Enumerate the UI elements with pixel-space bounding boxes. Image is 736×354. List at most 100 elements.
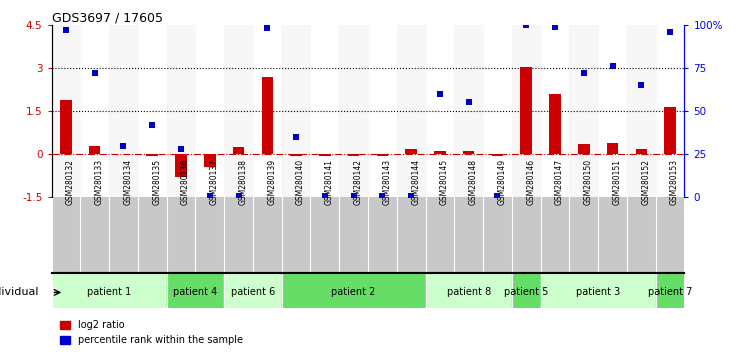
Text: patient 2: patient 2	[331, 287, 376, 297]
Text: GSM280136: GSM280136	[181, 159, 190, 205]
Bar	[282, 273, 425, 308]
Text: patient 3: patient 3	[576, 287, 620, 297]
Bar	[425, 25, 454, 198]
Bar	[339, 25, 368, 198]
Bar	[80, 25, 109, 198]
Text: GSM280135: GSM280135	[152, 159, 161, 205]
Point	[635, 82, 647, 88]
Bar	[166, 273, 224, 308]
Point	[60, 27, 72, 33]
Bar	[406, 149, 417, 154]
Bar	[377, 154, 388, 156]
Text: GSM280147: GSM280147	[555, 159, 564, 205]
Text: patient 6: patient 6	[231, 287, 275, 297]
Point	[578, 70, 590, 76]
Point	[290, 134, 302, 140]
Bar	[282, 25, 311, 198]
Bar	[89, 145, 100, 154]
Point	[549, 24, 561, 29]
Bar	[146, 154, 158, 156]
Bar	[627, 25, 656, 198]
Text: patient 4: patient 4	[173, 287, 218, 297]
Bar	[224, 25, 253, 198]
Text: GSM280138: GSM280138	[238, 159, 247, 205]
Point	[664, 29, 676, 35]
Bar	[512, 273, 541, 308]
Text: GSM280142: GSM280142	[353, 159, 363, 205]
Point	[434, 91, 446, 97]
Point	[175, 146, 187, 152]
Bar	[175, 154, 187, 177]
Legend: log2 ratio, percentile rank within the sample: log2 ratio, percentile rank within the s…	[57, 316, 247, 349]
Point	[146, 122, 158, 128]
Point	[204, 193, 216, 199]
Bar	[425, 273, 512, 308]
Bar	[541, 25, 570, 198]
Text: GSM280145: GSM280145	[440, 159, 449, 205]
Bar	[253, 25, 282, 198]
Text: GSM280134: GSM280134	[124, 159, 132, 205]
Bar	[52, 25, 80, 198]
Point	[606, 63, 618, 69]
Point	[520, 22, 532, 28]
Bar	[368, 25, 397, 198]
Text: GSM280153: GSM280153	[670, 159, 679, 205]
Bar	[492, 154, 503, 156]
Text: GSM280152: GSM280152	[641, 159, 651, 205]
Bar	[138, 25, 166, 198]
Bar	[512, 25, 541, 198]
Bar	[578, 144, 590, 154]
Text: GDS3697 / 17605: GDS3697 / 17605	[52, 12, 163, 25]
Text: patient 1: patient 1	[87, 287, 131, 297]
Point	[492, 193, 503, 199]
Text: patient 8: patient 8	[447, 287, 491, 297]
Bar	[52, 273, 166, 308]
Text: GSM280140: GSM280140	[296, 159, 305, 205]
Bar	[397, 25, 425, 198]
Text: patient 5: patient 5	[504, 287, 548, 297]
Bar	[541, 273, 656, 308]
Bar	[463, 151, 475, 154]
Text: GSM280137: GSM280137	[210, 159, 219, 205]
Point	[261, 25, 273, 31]
Bar	[109, 25, 138, 198]
Point	[406, 193, 417, 199]
Text: GSM280149: GSM280149	[498, 159, 506, 205]
Point	[377, 193, 389, 199]
Point	[233, 193, 244, 199]
Bar	[656, 25, 684, 198]
Bar	[606, 143, 618, 154]
Bar	[319, 154, 330, 156]
Bar	[636, 149, 647, 154]
Bar	[656, 273, 684, 308]
Text: GSM280144: GSM280144	[411, 159, 420, 205]
Text: GSM280143: GSM280143	[383, 159, 392, 205]
Bar	[261, 76, 273, 154]
Text: GSM280132: GSM280132	[66, 159, 75, 205]
Text: GSM280139: GSM280139	[267, 159, 276, 205]
Text: GSM280146: GSM280146	[526, 159, 535, 205]
Text: patient 7: patient 7	[648, 287, 693, 297]
Bar	[348, 154, 359, 156]
Bar	[290, 154, 302, 156]
Bar	[483, 25, 512, 198]
Text: GSM280151: GSM280151	[612, 159, 622, 205]
Point	[89, 70, 101, 76]
Bar	[204, 154, 216, 167]
Text: GSM280148: GSM280148	[469, 159, 478, 205]
Bar	[520, 67, 532, 154]
Bar	[224, 273, 282, 308]
Bar	[233, 147, 244, 154]
Bar	[665, 107, 676, 154]
Bar	[311, 25, 339, 198]
Bar	[166, 25, 195, 198]
Bar	[195, 25, 224, 198]
Bar	[434, 151, 446, 154]
Text: GSM280141: GSM280141	[325, 159, 334, 205]
Point	[347, 193, 359, 199]
Text: GSM280133: GSM280133	[95, 159, 104, 205]
Text: individual: individual	[0, 287, 39, 297]
Point	[118, 143, 130, 148]
Bar	[60, 99, 71, 154]
Bar	[570, 25, 598, 198]
